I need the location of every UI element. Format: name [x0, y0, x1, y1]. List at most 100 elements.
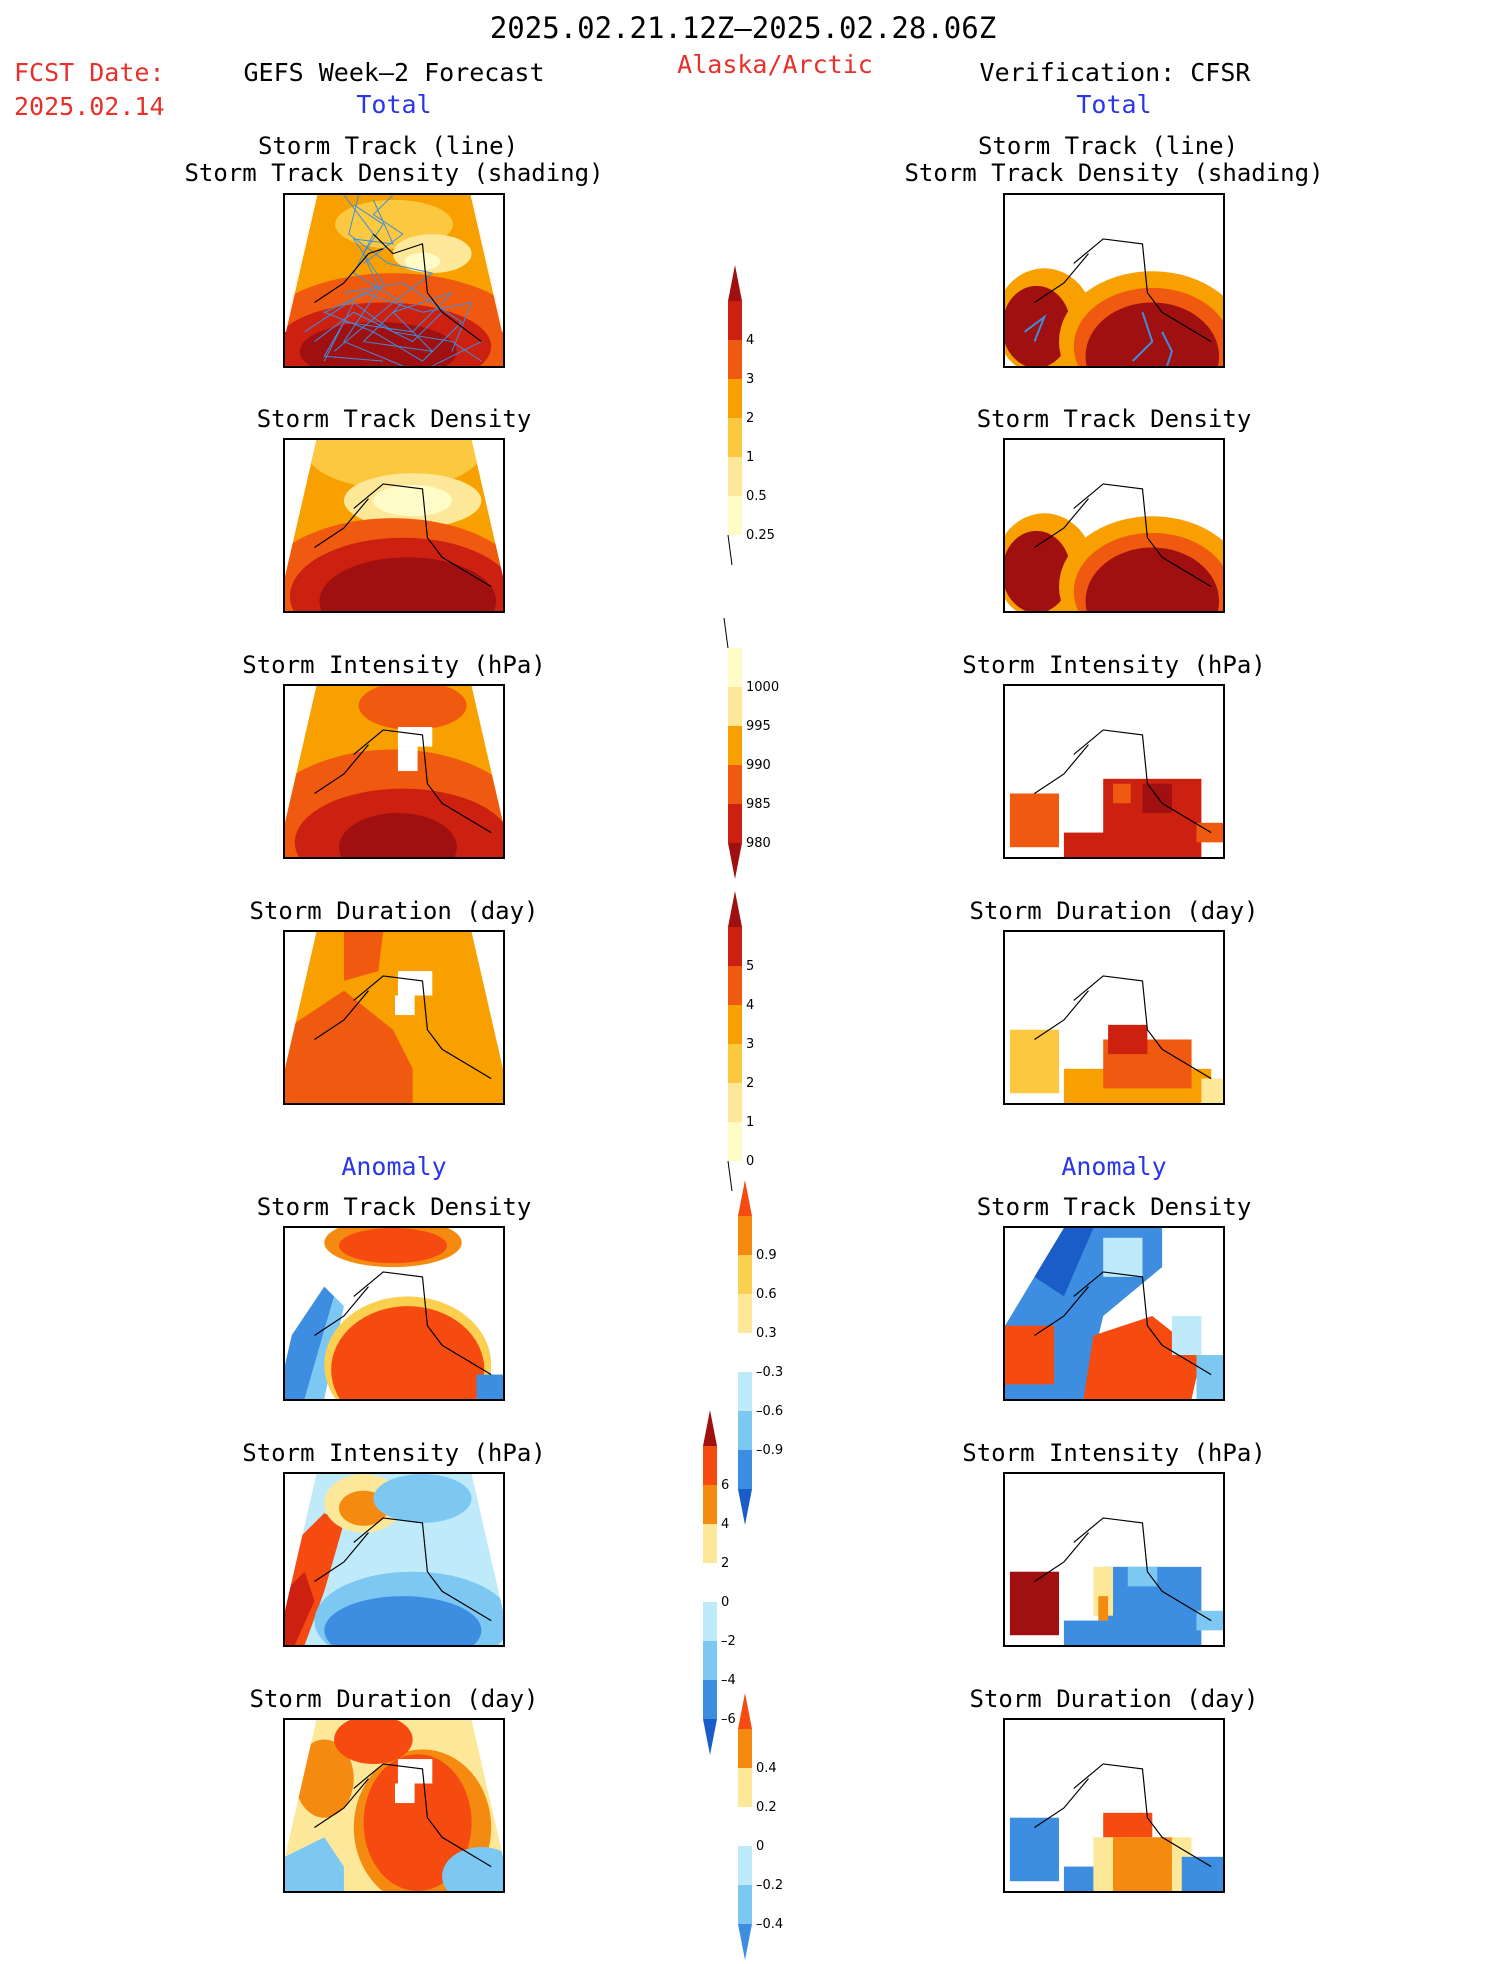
- colorbar-segment: [728, 340, 742, 379]
- colorbar-arrow-top: [703, 1410, 717, 1446]
- colorbar-segment: [703, 1485, 717, 1524]
- colorbar-tick-label: 0.9: [756, 1248, 777, 1263]
- colorbar-segment: [728, 301, 742, 340]
- colorbar-tick-label: 0.4: [756, 1761, 777, 1776]
- colorbar-duration-anomaly: 0.4 0.2 0 –0.2 –0.4: [738, 1693, 798, 1964]
- panel-title-intensity-left: Storm Intensity (hPa): [242, 651, 546, 679]
- colorbar-segment: [728, 804, 742, 843]
- colorbar-segment: [728, 496, 742, 535]
- colorbar-tick-label: 2: [746, 1076, 754, 1091]
- colorbar-arrow-bottom: [703, 1719, 717, 1755]
- colorbar-tick-label: –0.3: [756, 1365, 783, 1380]
- colorbar-svg: 6 4 2 0 –2 –4 –6: [703, 1410, 736, 1755]
- colorbar-svg: 0.40.20–0.2–0.4: [738, 1693, 783, 1960]
- colorbar-svg: 5 4 3 2 1 0: [727, 891, 754, 1192]
- colorbar-end-line: [723, 617, 729, 649]
- colorbar-segment: [728, 457, 742, 496]
- colorbar-segment: [738, 1411, 752, 1450]
- colorbar-tick-label: 5: [746, 959, 754, 974]
- colorbar-segment: [738, 1450, 752, 1489]
- map-density-anomaly-verification: [1003, 1226, 1225, 1401]
- colorbar-tick-label: –0.2: [756, 1878, 783, 1893]
- map-duration-total-verification: [1003, 930, 1225, 1105]
- region-title: Alaska/Arctic: [677, 50, 873, 79]
- colorbar-tick-label: 1: [746, 1115, 754, 1130]
- map-intensity-anomaly-verification: [1003, 1472, 1225, 1647]
- panel-title-density-anom-left: Storm Track Density: [256, 1193, 532, 1221]
- map-track-total-forecast: [283, 193, 505, 368]
- colorbar-tick-label: 1: [746, 450, 754, 465]
- colorbar-duration-total: 5 4 3 2 1 0: [727, 891, 788, 1192]
- colorbar-segment: [738, 1768, 752, 1807]
- colorbar-arrow-top: [738, 1180, 752, 1216]
- colorbar-arrow-top: [728, 891, 742, 927]
- forecast-period: 2025.02.21.12Z–2025.02.28.06Z: [489, 11, 997, 45]
- colorbar-arrow-top: [738, 1693, 752, 1729]
- colorbar-svg: 0.9 0.6 0.3 –0.3 –0.6 –0.9: [738, 1180, 783, 1525]
- colorbar-segment: [703, 1524, 717, 1563]
- colorbar-tick-label: 0: [756, 1839, 764, 1854]
- panel-title-track-shading-left: Storm Track Density (shading): [184, 159, 604, 187]
- colorbar-segment: [738, 1255, 752, 1294]
- colorbar-segment: [738, 1333, 752, 1372]
- colorbar-arrow-bottom: [738, 1489, 752, 1525]
- colorbar-tick-label: 0.3: [756, 1326, 777, 1341]
- colorbar-segment: [728, 927, 742, 966]
- panel-title-duration-anom-right: Storm Duration (day): [969, 1685, 1259, 1713]
- colorbar-tick-label: 3: [746, 372, 754, 387]
- colorbar-tick-label: 0.2: [756, 1800, 777, 1815]
- colorbar-tick-label: 0: [721, 1595, 729, 1610]
- colorbar-svg: 4 3 2 1 0.5 0.25: [727, 265, 775, 566]
- panel-title-density-left: Storm Track Density: [256, 405, 532, 433]
- panel-title-intensity-right: Storm Intensity (hPa): [962, 651, 1266, 679]
- colorbar-segment: [738, 1372, 752, 1411]
- colorbar-tick-label: –6: [721, 1712, 736, 1727]
- colorbar-intensity-total: 1000 995 990 985 980: [723, 617, 788, 883]
- colorbar-segment: [728, 765, 742, 804]
- colorbar-segment: [728, 1044, 742, 1083]
- colorbar-segment: [738, 1846, 752, 1885]
- colorbar-tick-label: 2: [721, 1556, 729, 1571]
- panel-title-intensity-anom-left: Storm Intensity (hPa): [242, 1439, 546, 1467]
- fcst-date-value: 2025.02.14: [14, 92, 165, 121]
- panel-title-intensity-anom-right: Storm Intensity (hPa): [962, 1439, 1266, 1467]
- colorbar-arrow-bottom: [728, 843, 742, 879]
- colorbar-end-line: [727, 1160, 733, 1192]
- colorbar-tick-label: 0: [746, 1154, 754, 1169]
- colorbar-segment: [703, 1641, 717, 1680]
- colorbar-segment: [703, 1563, 717, 1602]
- colorbar-tick-label: –4: [721, 1673, 736, 1688]
- colorbar-tick-label: 985: [746, 797, 771, 812]
- right-column-title: Verification: CFSR: [979, 58, 1251, 87]
- colorbar-segment: [738, 1885, 752, 1924]
- colorbar-tick-label: 990: [746, 758, 771, 773]
- panel-title-duration-left: Storm Duration (day): [249, 897, 539, 925]
- colorbar-tick-label: 2: [746, 411, 754, 426]
- colorbar-tick-label: 0.5: [746, 489, 767, 504]
- colorbar-tick-label: 995: [746, 719, 771, 734]
- colorbar-density-anomaly: 0.9 0.6 0.3 –0.3 –0.6 –0.9: [738, 1180, 798, 1529]
- panel-title-duration-anom-left: Storm Duration (day): [249, 1685, 539, 1713]
- map-intensity-total-verification: [1003, 684, 1225, 859]
- colorbar-tick-label: 1000: [746, 680, 779, 695]
- map-duration-anomaly-forecast: [283, 1718, 505, 1893]
- colorbar-segment: [728, 379, 742, 418]
- colorbar-tick-label: 980: [746, 836, 771, 851]
- map-intensity-total-forecast: [283, 684, 505, 859]
- colorbar-intensity-anomaly: 6 4 2 0 –2 –4 –6: [703, 1410, 763, 1759]
- colorbar-tick-label: 6: [721, 1478, 729, 1493]
- panel-title-track-line-right: Storm Track (line): [977, 132, 1239, 160]
- left-total-heading: Total: [356, 90, 432, 119]
- colorbar-segment: [728, 1005, 742, 1044]
- colorbar-segment: [703, 1602, 717, 1641]
- colorbar-tick-label: 4: [746, 333, 754, 348]
- map-duration-anomaly-verification: [1003, 1718, 1225, 1893]
- colorbar-segment: [703, 1680, 717, 1719]
- colorbar-segment: [738, 1729, 752, 1768]
- colorbar-segment: [728, 687, 742, 726]
- colorbar-segment: [738, 1216, 752, 1255]
- fcst-date-label: FCST Date:: [14, 58, 165, 87]
- colorbar-tick-label: –2: [721, 1634, 736, 1649]
- colorbar-segment: [728, 726, 742, 765]
- left-column-title: GEFS Week–2 Forecast: [243, 58, 545, 87]
